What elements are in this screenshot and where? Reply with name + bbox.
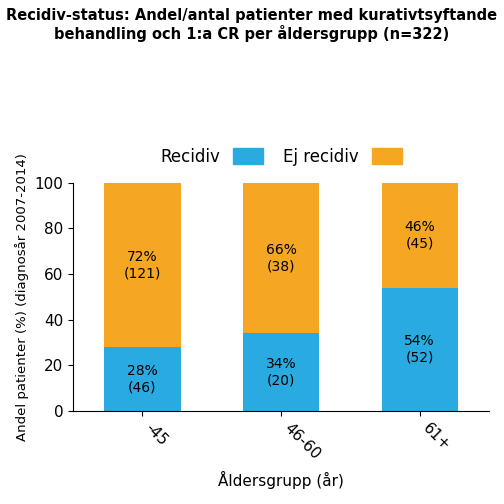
Text: 46%
(45): 46% (45)	[404, 220, 435, 250]
X-axis label: Åldersgrupp (år): Åldersgrupp (år)	[218, 471, 344, 489]
Bar	[104, 183, 180, 347]
Legend: Recidiv, Ej recidiv: Recidiv, Ej recidiv	[153, 141, 409, 172]
Text: 54%
(52): 54% (52)	[404, 334, 435, 364]
Bar	[382, 183, 458, 288]
Bar	[243, 334, 319, 411]
Text: Recidiv-status: Andel/antal patienter med kurativtsyftande
behandling och 1:a CR: Recidiv-status: Andel/antal patienter me…	[7, 8, 497, 42]
Bar	[104, 347, 180, 411]
Text: 66%
(38): 66% (38)	[266, 243, 296, 273]
Bar	[382, 288, 458, 411]
Text: 72%
(121): 72% (121)	[124, 250, 161, 280]
Text: 28%
(46): 28% (46)	[127, 364, 158, 394]
Text: 34%
(20): 34% (20)	[266, 357, 296, 388]
Bar	[243, 183, 319, 334]
Y-axis label: Andel patienter (%) (diagnosår 2007-2014): Andel patienter (%) (diagnosår 2007-2014…	[15, 153, 29, 441]
